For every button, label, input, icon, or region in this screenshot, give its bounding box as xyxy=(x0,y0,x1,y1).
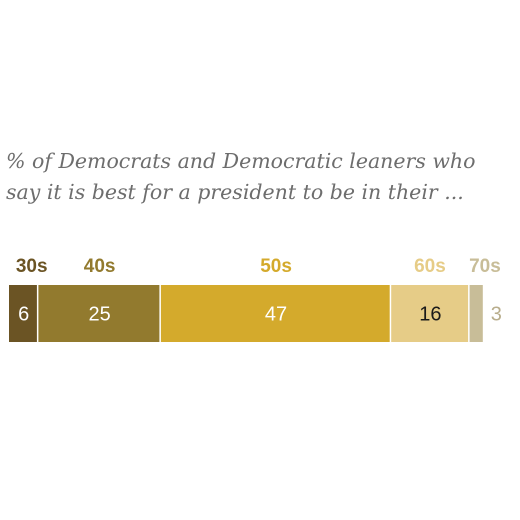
chart-title: % of Democrats and Democratic leaners wh… xyxy=(6,149,476,204)
category-label-60s: 60s xyxy=(414,256,446,277)
value-label-70s: 3 xyxy=(491,304,502,326)
bar-segment-70s xyxy=(469,285,483,342)
category-label-70s: 70s xyxy=(469,256,501,277)
category-label-30s: 30s xyxy=(16,256,48,277)
bar-segment-30s xyxy=(9,285,37,342)
category-label-40s: 40s xyxy=(84,256,116,277)
value-label-40s: 25 xyxy=(89,304,111,326)
category-label-50s: 50s xyxy=(260,256,292,277)
bar-segment-50s xyxy=(160,285,390,342)
bar-segment-40s xyxy=(38,285,160,342)
bar-segment-60s xyxy=(391,285,469,342)
value-label-60s: 16 xyxy=(419,304,441,326)
value-label-30s: 6 xyxy=(18,304,29,326)
value-label-50s: 47 xyxy=(265,304,287,326)
